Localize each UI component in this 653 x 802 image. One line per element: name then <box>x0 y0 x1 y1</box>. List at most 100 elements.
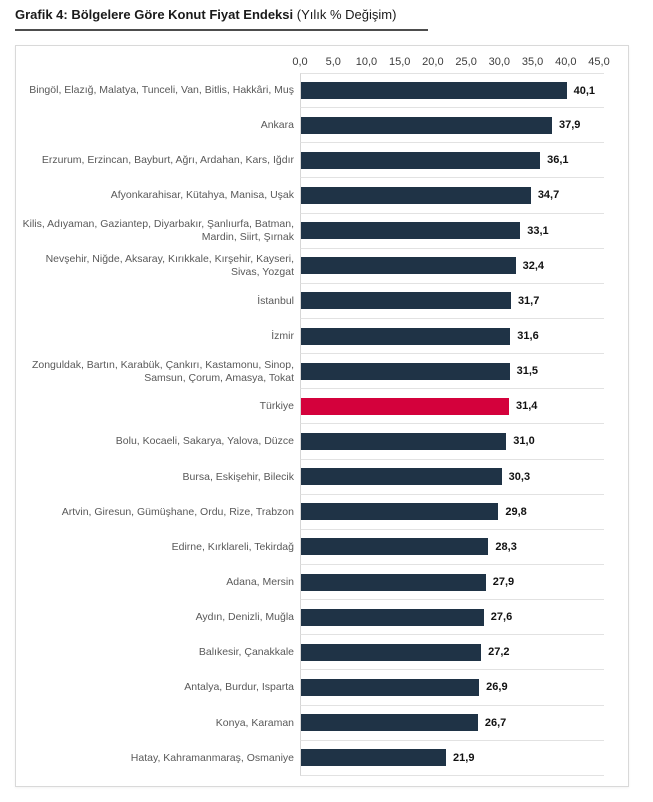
value-label: 29,8 <box>505 505 527 518</box>
chart-title: Grafik 4: Bölgelere Göre Konut Fiyat End… <box>15 7 294 22</box>
chart-row: Konya, Karaman 26,7 <box>16 705 628 741</box>
chart-row: Ankara 37,9 <box>16 108 628 144</box>
value-label: 34,7 <box>537 189 560 202</box>
x-axis: 0,0 5,0 10,0 15,0 20,0 25,0 30,0 35,0 40,0 45,0 <box>292 46 609 73</box>
bar-track: 31,6 <box>300 318 604 355</box>
category-label: Konya, Karaman <box>215 716 294 729</box>
chart-header: Grafik 4: Bölgelere Göre Konut Fiyat End… <box>15 7 435 31</box>
chart-row: Bolu, Kocaeli, Sakarya, Yalova, Düzce 31,… <box>16 424 628 460</box>
bar-track: 26,9 <box>300 670 604 706</box>
chart-row: Türkiye 31,4 <box>16 389 628 425</box>
bar-track: 36,1 <box>300 143 604 179</box>
category-label: Kilis, Adıyaman, Gaziantep, Diyarbakır, … <box>22 218 294 244</box>
chart-row: Afyonkarahisar, Kütahya, Manisa, Uşak 34,… <box>16 178 628 214</box>
bar-track: 32,4 <box>300 248 604 284</box>
x-tick-label: 25,0 <box>455 56 477 68</box>
bar-track: 30,3 <box>300 459 604 495</box>
chart-row: Zonguldak, Bartın, Karabük, Çankırı, Kas… <box>16 354 628 390</box>
bar-track: 31,5 <box>300 354 604 390</box>
bar <box>301 432 507 450</box>
value-label: 27,2 <box>488 646 510 659</box>
chart-row: Antalya, Burdur, Isparta 26,9 <box>16 670 628 706</box>
category-label: Afyonkarahisar, Kütahya, Manisa, Uşak <box>110 189 294 202</box>
value-label: 33,1 <box>527 224 549 237</box>
bar <box>301 362 510 380</box>
value-label: 31,0 <box>513 435 535 448</box>
bar-track: 27,6 <box>300 600 604 636</box>
chart-row: Artvin, Giresun, Gümüşhane, Ordu, Rize, … <box>16 494 628 530</box>
chart-card: 0,0 5,0 10,0 15,0 20,0 25,0 30,0 35,0 40,0 45,0 B… <box>15 45 629 787</box>
bar-highlight <box>301 397 509 415</box>
x-tick-label: 30,0 <box>488 56 511 68</box>
bar-track: 33,1 <box>300 213 604 249</box>
category-label: Antalya, Burdur, Isparta <box>184 681 294 694</box>
value-label: 37,9 <box>559 119 581 132</box>
x-tick-label: 40,0 <box>555 56 577 68</box>
category-label: Aydın, Denizli, Muğla <box>195 611 294 624</box>
bar <box>301 82 567 100</box>
bar-track: 21,9 <box>300 740 604 776</box>
chart-row: İstanbul 31,7 <box>16 283 628 319</box>
category-label: Erzurum, Erzincan, Bayburt, Ağrı, Ardaha… <box>41 154 294 167</box>
bar <box>301 678 480 696</box>
value-label: 27,6 <box>490 611 513 624</box>
value-label: 21,9 <box>453 751 475 764</box>
chart-row: Aydın, Denizli, Muğla 27,6 <box>16 600 628 636</box>
x-tick-label: 5,0 <box>325 56 341 68</box>
chart-row: İzmir 31,6 <box>16 318 628 355</box>
bar <box>301 538 489 556</box>
category-label: Artvin, Giresun, Gümüşhane, Ordu, Rize, … <box>61 505 294 518</box>
value-label: 26,7 <box>484 716 507 729</box>
value-label: 31,5 <box>516 365 539 378</box>
title-underline <box>15 29 428 31</box>
x-tick-label: 45,0 <box>588 56 610 68</box>
x-tick-label: 10,0 <box>355 56 378 68</box>
category-label: Zonguldak, Bartın, Karabük, Çankırı, Kas… <box>31 358 294 384</box>
value-label: 31,7 <box>517 294 540 307</box>
bar-track: 34,7 <box>300 178 604 214</box>
value-label: 26,9 <box>486 681 508 694</box>
value-label: 36,1 <box>547 154 569 167</box>
category-label: İzmir <box>271 330 294 343</box>
value-label: 27,9 <box>492 576 515 589</box>
bar-track: 27,2 <box>300 635 604 671</box>
category-label: Adana, Mersin <box>226 576 294 589</box>
chart-row: Bursa, Eskişehir, Bilecik 30,3 <box>16 459 628 495</box>
rows: Bingöl, Elazığ, Malatya, Tunceli, Van, B… <box>16 73 628 776</box>
bar-track: 40,1 <box>300 73 604 109</box>
bar-track: 31,7 <box>300 283 604 319</box>
category-label: Balıkesir, Çanakkale <box>198 646 294 659</box>
chart-row: Balıkesir, Çanakkale 27,2 <box>16 635 628 671</box>
category-label: Bursa, Eskişehir, Bilecik <box>182 470 294 483</box>
bar-track: 31,4 <box>300 389 604 425</box>
bar <box>301 468 502 486</box>
chart-row: Adana, Mersin 27,9 <box>16 564 628 601</box>
x-tick-label: 0,0 <box>292 56 308 68</box>
bar <box>301 573 486 591</box>
bar-track: 29,8 <box>300 494 604 530</box>
page-title: Grafik 4: Bölgelere Göre Konut Fiyat End… <box>15 7 435 22</box>
bar-track: 28,3 <box>300 529 604 565</box>
bar <box>301 643 482 661</box>
chart-row: Hatay, Kahramanmaraş, Osmaniye 21,9 <box>16 740 628 776</box>
bar <box>301 186 531 204</box>
x-tick-label: 20,0 <box>422 56 444 68</box>
chart-row: Kilis, Adıyaman, Gaziantep, Diyarbakır, … <box>16 213 628 249</box>
bar-track: 37,9 <box>300 108 604 144</box>
x-tick-label: 35,0 <box>521 56 544 68</box>
chart-row: Nevşehir, Niğde, Aksaray, Kırıkkale, Kır… <box>16 248 628 284</box>
value-label: 32,4 <box>522 259 544 272</box>
value-label: 40,1 <box>573 84 595 97</box>
category-label: Bolu, Kocaeli, Sakarya, Yalova, Düzce <box>115 435 294 448</box>
chart-row: Edirne, Kırklareli, Tekirdağ 28,3 <box>16 529 628 565</box>
value-label: 28,3 <box>495 540 517 553</box>
value-label: 31,4 <box>515 400 538 413</box>
category-label: Edirne, Kırklareli, Tekirdağ <box>171 540 294 553</box>
bar <box>301 116 552 134</box>
bar <box>301 257 516 275</box>
value-label: 31,6 <box>517 330 539 343</box>
bar-track: 27,9 <box>300 564 604 601</box>
bar <box>301 222 521 240</box>
bar <box>301 292 511 310</box>
